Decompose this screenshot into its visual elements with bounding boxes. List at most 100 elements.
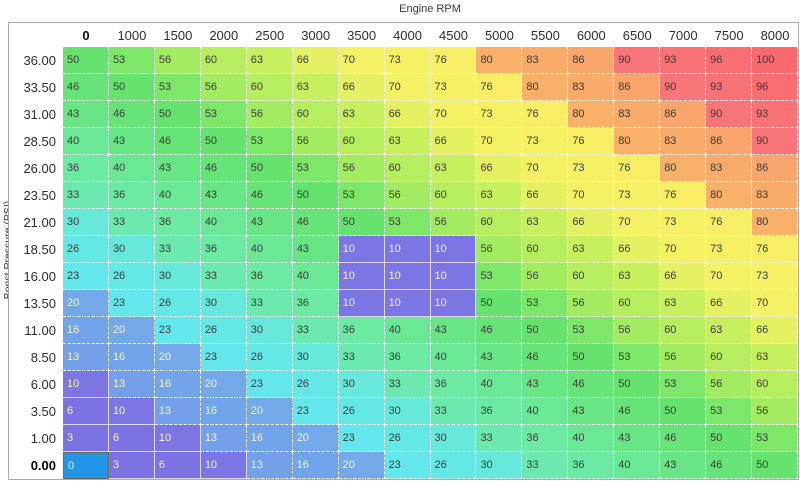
grid-cell[interactable]: 100: [752, 47, 798, 74]
grid-cell[interactable]: 80: [614, 128, 661, 155]
grid-cell[interactable]: 23: [338, 425, 385, 452]
grid-cell[interactable]: 66: [292, 47, 339, 74]
grid-cell[interactable]: 30: [200, 290, 247, 317]
grid-cell[interactable]: 80: [476, 47, 523, 74]
grid-cell[interactable]: 63: [476, 182, 523, 209]
grid-cell[interactable]: 83: [660, 128, 707, 155]
grid-cell[interactable]: 53: [752, 425, 798, 452]
grid-cell[interactable]: 53: [476, 263, 523, 290]
grid-cell[interactable]: 56: [476, 236, 523, 263]
grid-cell[interactable]: 60: [522, 236, 569, 263]
grid-cell[interactable]: 96: [752, 74, 798, 101]
grid-cell[interactable]: 10: [108, 398, 155, 425]
grid-cell[interactable]: 66: [338, 74, 385, 101]
grid-cell[interactable]: 50: [154, 101, 201, 128]
grid-cell[interactable]: 46: [660, 425, 707, 452]
grid-cell[interactable]: 36: [63, 155, 109, 182]
grid-cell[interactable]: 56: [752, 398, 798, 425]
grid-cell[interactable]: 70: [568, 182, 615, 209]
grid-cell[interactable]: 56: [246, 101, 293, 128]
grid-cell[interactable]: 80: [752, 209, 798, 236]
grid-cell[interactable]: 76: [476, 74, 523, 101]
grid-cell[interactable]: 93: [752, 101, 798, 128]
grid-cell[interactable]: 76: [614, 155, 661, 182]
grid-cell[interactable]: 13: [108, 371, 155, 398]
grid-cell[interactable]: 73: [476, 101, 523, 128]
grid-cell[interactable]: 20: [200, 371, 247, 398]
grid-cell[interactable]: 46: [154, 128, 201, 155]
grid-cell[interactable]: 50: [752, 452, 798, 479]
grid-cell[interactable]: 56: [614, 317, 661, 344]
grid-cell[interactable]: 13: [246, 452, 293, 479]
grid-cell[interactable]: 63: [522, 209, 569, 236]
grid-cell[interactable]: 60: [752, 371, 798, 398]
grid-cell[interactable]: 70: [338, 47, 385, 74]
grid-cell[interactable]: 43: [430, 317, 477, 344]
grid-cell[interactable]: 50: [476, 290, 523, 317]
grid-cell[interactable]: 10: [384, 263, 431, 290]
grid-cell[interactable]: 66: [568, 209, 615, 236]
grid-cell[interactable]: 56: [292, 128, 339, 155]
grid-cell[interactable]: 30: [63, 209, 109, 236]
grid-cell[interactable]: 20: [154, 344, 201, 371]
grid-cell[interactable]: 13: [154, 398, 201, 425]
grid-cell[interactable]: 86: [614, 74, 661, 101]
grid-cell[interactable]: 56: [384, 182, 431, 209]
grid-cell[interactable]: 90: [752, 128, 798, 155]
grid-cell[interactable]: 76: [752, 236, 798, 263]
grid-cell[interactable]: 46: [63, 74, 109, 101]
grid-cell[interactable]: 43: [154, 155, 201, 182]
grid-cell[interactable]: 50: [200, 128, 247, 155]
grid-cell[interactable]: 66: [430, 128, 477, 155]
grid-cell[interactable]: 76: [430, 47, 477, 74]
grid-cell[interactable]: 43: [660, 452, 707, 479]
grid-cell[interactable]: 50: [522, 317, 569, 344]
grid-cell[interactable]: 73: [752, 263, 798, 290]
grid-cell[interactable]: 56: [522, 263, 569, 290]
grid-cell[interactable]: 60: [246, 74, 293, 101]
grid-cell[interactable]: 63: [384, 128, 431, 155]
grid-cell[interactable]: 10: [338, 263, 385, 290]
grid-cell[interactable]: 53: [154, 74, 201, 101]
grid-cell[interactable]: 40: [108, 155, 155, 182]
grid-cell[interactable]: 43: [63, 101, 109, 128]
grid-cell[interactable]: 53: [660, 371, 707, 398]
grid-cell[interactable]: 3: [63, 425, 109, 452]
grid-cell[interactable]: 13: [200, 425, 247, 452]
grid-cell[interactable]: 16: [108, 344, 155, 371]
grid-cell[interactable]: 40: [430, 344, 477, 371]
grid-cell[interactable]: 30: [108, 236, 155, 263]
grid-cell[interactable]: 33: [154, 236, 201, 263]
grid-cell[interactable]: 50: [660, 398, 707, 425]
grid-cell[interactable]: 63: [660, 290, 707, 317]
grid-cell[interactable]: 90: [706, 101, 753, 128]
grid-cell[interactable]: 70: [660, 236, 707, 263]
grid-cell[interactable]: 10: [63, 371, 109, 398]
grid-cell[interactable]: 10: [154, 425, 201, 452]
grid-cell[interactable]: 60: [660, 317, 707, 344]
grid-cell[interactable]: 80: [522, 74, 569, 101]
grid-cell[interactable]: 80: [706, 182, 753, 209]
grid-cell[interactable]: 36: [246, 263, 293, 290]
grid-cell[interactable]: 73: [614, 182, 661, 209]
grid-cell[interactable]: 83: [752, 182, 798, 209]
grid-cell[interactable]: 63: [752, 344, 798, 371]
grid-cell[interactable]: 33: [476, 425, 523, 452]
grid-cell[interactable]: 40: [246, 236, 293, 263]
grid-cell[interactable]: 66: [660, 263, 707, 290]
grid-cell[interactable]: 93: [706, 74, 753, 101]
grid-cell[interactable]: 16: [200, 398, 247, 425]
grid-cell[interactable]: 86: [568, 47, 615, 74]
grid-cell[interactable]: 70: [430, 101, 477, 128]
grid-cell[interactable]: 26: [108, 263, 155, 290]
grid-cell[interactable]: 20: [108, 317, 155, 344]
grid-cell[interactable]: 86: [706, 128, 753, 155]
grid-cell[interactable]: 70: [614, 209, 661, 236]
grid-cell[interactable]: 60: [476, 209, 523, 236]
grid-cell[interactable]: 70: [384, 74, 431, 101]
grid-cell[interactable]: 23: [384, 452, 431, 479]
grid-cell[interactable]: 26: [430, 452, 477, 479]
grid-cell[interactable]: 53: [522, 290, 569, 317]
grid-cell[interactable]: 23: [246, 371, 293, 398]
grid-cell[interactable]: 40: [522, 398, 569, 425]
